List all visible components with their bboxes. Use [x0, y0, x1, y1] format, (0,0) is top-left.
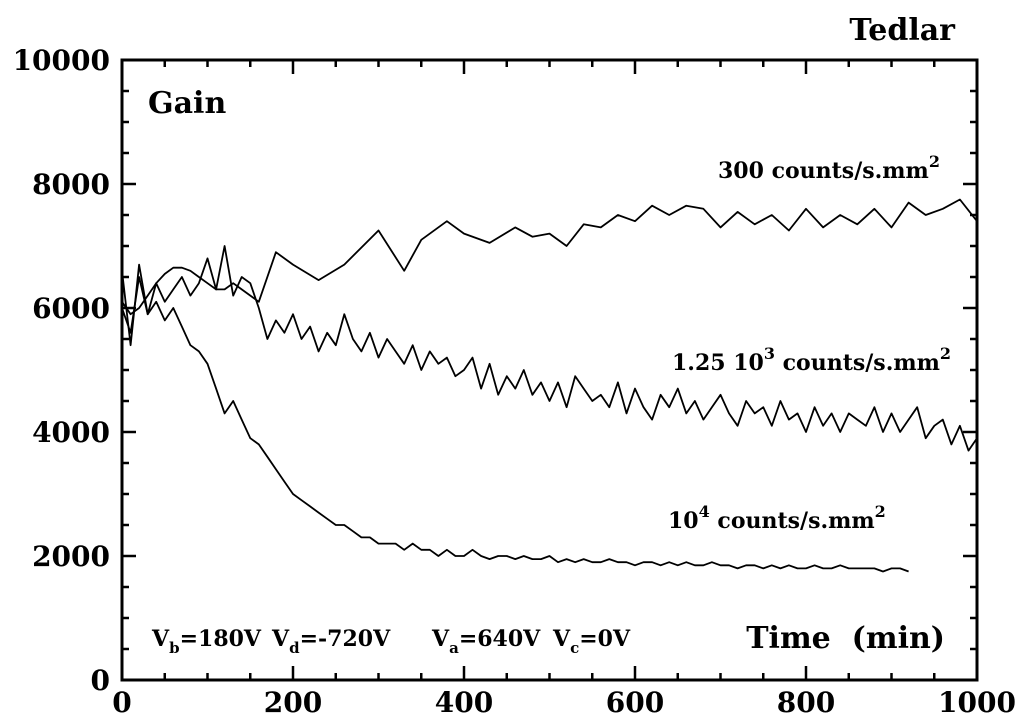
voltage-annotation: Vb=180V Vd=-720V Va=640V Vc=0V — [151, 626, 631, 657]
series-layer — [121, 198, 978, 573]
x-tick-label: 200 — [264, 686, 322, 715]
plot-frame — [120, 58, 979, 682]
voltage-label: Vc=0V — [552, 626, 631, 657]
series-300-label: 300 counts/s.mm2 — [718, 152, 940, 184]
x-axis-label: Time (min) — [746, 621, 945, 656]
y-tick-label: 8000 — [32, 168, 110, 201]
voltage-label: Vd=-720V — [271, 626, 391, 657]
y-tick-label: 6000 — [32, 292, 110, 325]
series-300-line — [121, 198, 978, 316]
series-1250-label: 1.25 103 counts/s.mm2 — [672, 344, 951, 376]
x-tick-label: 1000 — [938, 686, 1016, 715]
chart-title: Tedlar — [849, 13, 956, 48]
series-10000-label: 104 counts/s.mm2 — [668, 502, 886, 534]
y-axis-label: Gain — [148, 86, 226, 121]
y-tick-label: 2000 — [32, 540, 110, 573]
y-tick-label: 0 — [91, 664, 110, 697]
y-tick-label: 4000 — [32, 416, 110, 449]
series-labels: 300 counts/s.mm2 1.25 103 counts/s.mm2 104… — [668, 152, 951, 534]
series-10000-line — [121, 276, 909, 573]
voltage-label: Vb=180V — [151, 626, 262, 657]
x-tick-label: 400 — [435, 686, 493, 715]
voltage-label: Va=640V — [431, 626, 541, 657]
series-1250-line — [121, 245, 978, 452]
x-tick-label: 0 — [112, 686, 131, 715]
x-tick-label: 800 — [777, 686, 835, 715]
x-tick-label: 600 — [606, 686, 664, 715]
y-tick-label: 10000 — [13, 44, 110, 77]
